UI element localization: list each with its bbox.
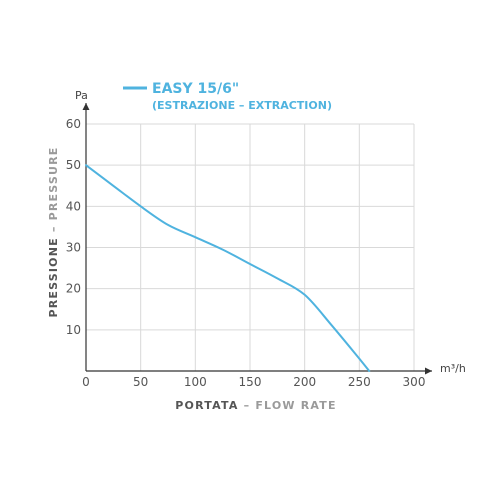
x-axis-arrow <box>425 367 432 375</box>
x-tick-label: 0 <box>82 375 90 389</box>
x-tick-label: 300 <box>403 375 426 389</box>
y-tick-label: 10 <box>66 323 81 337</box>
y-tick-label: 20 <box>66 282 81 296</box>
y-axis-arrow <box>82 103 90 110</box>
legend-title: EASY 15/6" <box>152 81 239 97</box>
y-tick-label: 50 <box>66 158 81 172</box>
series-layer <box>85 164 371 372</box>
x-tick-label: 200 <box>293 375 316 389</box>
axes <box>82 103 432 375</box>
x-axis-title: PORTATA – FLOW RATE <box>175 399 336 412</box>
legend-subtitle: (ESTRAZIONE – EXTRACTION) <box>152 99 332 112</box>
y-tick-label: 40 <box>66 199 81 213</box>
x-tick-label: 150 <box>239 375 262 389</box>
series-line <box>85 164 371 372</box>
x-axis-title-main: PORTATA <box>175 399 238 412</box>
y-axis-title-main: PRESSIONE <box>47 237 60 317</box>
y-axis-title-sub: PRESSURE <box>47 146 60 220</box>
x-axis-title-sub: FLOW RATE <box>255 399 336 412</box>
y-axis-title-sep: – <box>47 220 60 237</box>
y-unit-label: Pa <box>75 89 88 102</box>
x-tick-label: 50 <box>133 375 148 389</box>
grid <box>86 123 415 371</box>
x-unit-label: m³/h <box>440 362 466 375</box>
y-axis-title: PRESSIONE – PRESSURE <box>47 146 60 317</box>
tick-labels: 0 50 100 150 200 250 300 10 20 30 40 50 60 <box>66 117 426 389</box>
x-tick-label: 100 <box>184 375 207 389</box>
y-tick-label: 30 <box>66 241 81 255</box>
y-tick-label: 60 <box>66 117 81 131</box>
x-axis-title-sep: – <box>239 399 256 412</box>
x-tick-label: 250 <box>348 375 371 389</box>
